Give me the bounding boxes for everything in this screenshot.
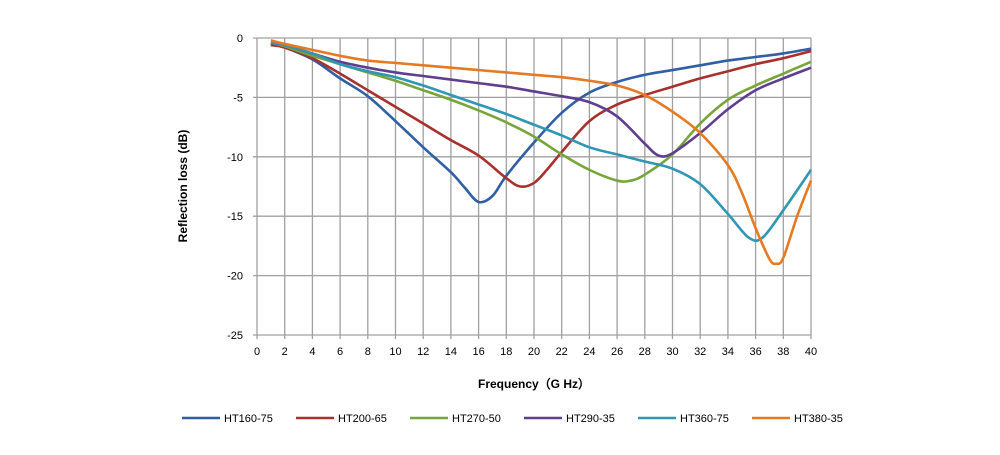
x-tick-label: 30 <box>666 346 678 358</box>
series-line-ht360-75 <box>270 41 813 243</box>
legend: HT160-75 HT200-65 HT270-50 HT290-35 HT360-75… <box>182 413 843 425</box>
series-line-ht160-75 <box>270 42 812 204</box>
y-tick-label: -20 <box>227 271 243 283</box>
legend-label: HT160-75 <box>224 413 273 425</box>
x-tick-label: 20 <box>528 346 540 358</box>
x-tick-label: 32 <box>694 346 706 358</box>
y-tick-label: -5 <box>233 92 243 104</box>
legend-label: HT380-35 <box>794 413 843 425</box>
x-tick-label: 6 <box>337 346 343 358</box>
x-axis-label: Frequency（G Hz） <box>478 376 590 391</box>
y-tick-label: -15 <box>227 211 243 223</box>
x-tick-label: 28 <box>639 346 651 358</box>
x-tick-label: 14 <box>445 346 457 358</box>
x-tick-label: 22 <box>556 346 568 358</box>
x-tick-labels: 0 2 4 6 8 10 12 14 16 18 20 22 24 26 28 30 32 34 36 38 40 <box>254 346 817 358</box>
y-tick-label: -25 <box>227 330 243 342</box>
series-line-ht200-65 <box>270 43 812 188</box>
x-tick-label: 40 <box>805 346 817 358</box>
x-tick-label: 36 <box>749 346 761 358</box>
grid <box>253 37 812 339</box>
legend-label: HT360-75 <box>680 413 729 425</box>
legend-label: HT270-50 <box>452 413 501 425</box>
y-tick-label: 0 <box>237 33 243 45</box>
x-tick-label: 34 <box>722 346 734 358</box>
y-tick-labels: 0 -5 -10 -15 -20 -25 <box>227 33 243 342</box>
x-tick-label: 16 <box>472 346 484 358</box>
legend-label: HT200-65 <box>338 413 387 425</box>
series-line-ht290-35 <box>270 41 812 158</box>
x-tick-label: 26 <box>611 346 623 358</box>
x-tick-label: 8 <box>365 346 371 358</box>
legend-label: HT290-35 <box>566 413 615 425</box>
x-tick-label: 18 <box>500 346 512 358</box>
x-tick-label: 4 <box>309 346 315 358</box>
series-line-ht380-35 <box>270 39 813 266</box>
series-lines <box>270 39 813 266</box>
x-tick-label: 10 <box>389 346 401 358</box>
x-tick-label: 24 <box>583 346 595 358</box>
x-tick-label: 2 <box>282 346 288 358</box>
y-tick-label: -10 <box>227 152 243 164</box>
x-tick-label: 12 <box>417 346 429 358</box>
y-axis-label: Reflection loss (dB) <box>176 130 190 243</box>
x-tick-label: 38 <box>777 346 789 358</box>
x-tick-label: 0 <box>254 346 260 358</box>
